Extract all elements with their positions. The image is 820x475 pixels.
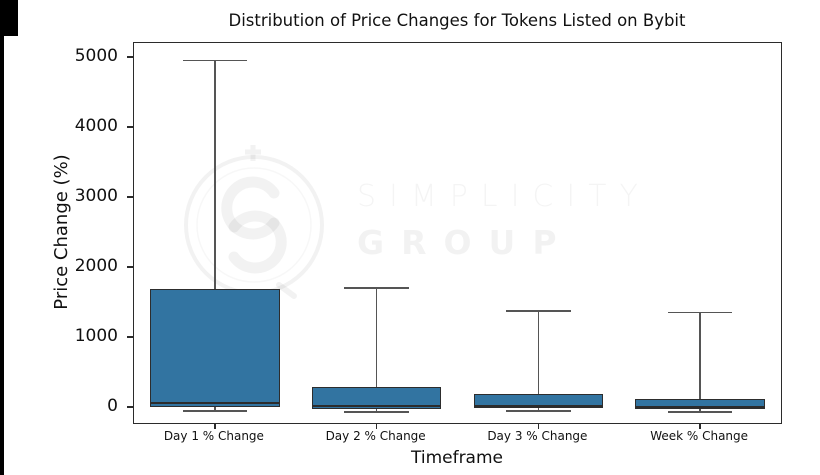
median-line (150, 402, 280, 405)
upper-whisker (375, 287, 378, 388)
lower-whisker-cap (182, 410, 248, 412)
x-tick-label: Day 1 % Change (163, 429, 264, 443)
median-line (311, 404, 442, 407)
simplicity-group-logo (184, 145, 324, 299)
y-tick-mark (127, 406, 133, 408)
x-tick-label: Week % Change (650, 429, 749, 443)
left-letterbox-strip (0, 0, 4, 475)
y-tick-label: 0 (107, 395, 118, 416)
x-tick-label: Day 3 % Change (487, 429, 588, 443)
y-tick-mark (127, 196, 133, 198)
y-tick-label: 3000 (74, 185, 118, 206)
boxplot-box (311, 387, 442, 409)
lower-whisker-cap (506, 410, 571, 412)
lower-whisker-cap (344, 411, 409, 413)
y-tick-label: 5000 (74, 45, 118, 66)
x-axis-label: Timeframe (410, 448, 503, 468)
top-left-letterbox-block (0, 0, 18, 36)
upper-whisker (537, 311, 540, 394)
boxplot-box (635, 398, 765, 409)
boxplot-box (150, 289, 280, 407)
x-tick-mark (375, 423, 378, 429)
upper-whisker-cap (667, 311, 733, 314)
x-tick-mark (214, 423, 216, 429)
median-line (635, 405, 765, 408)
x-tick-mark (699, 423, 701, 429)
upper-whisker (214, 60, 216, 290)
y-tick-mark (127, 266, 133, 268)
x-tick-label: Day 2 % Change (325, 429, 426, 443)
lower-whisker (699, 409, 701, 413)
chart-title: Distribution of Price Changes for Tokens… (228, 11, 686, 30)
y-tick-label: 1000 (74, 325, 118, 346)
median-line (473, 405, 604, 408)
upper-whisker (699, 312, 701, 399)
y-tick-mark (127, 126, 133, 128)
y-tick-mark (127, 56, 133, 58)
lower-whisker (375, 408, 378, 412)
y-tick-label: 4000 (74, 115, 118, 136)
x-tick-mark (537, 423, 540, 429)
boxplot-box (473, 393, 604, 409)
upper-whisker-cap (344, 287, 409, 289)
lower-whisker (214, 406, 216, 412)
plot-area: SIMPLICITY GROUP (127, 42, 782, 429)
upper-whisker-cap (506, 310, 571, 312)
y-tick-label: 2000 (74, 255, 118, 276)
lower-whisker (537, 408, 540, 412)
upper-whisker-cap (182, 59, 248, 62)
lower-whisker-cap (667, 411, 733, 413)
y-tick-mark (127, 336, 133, 338)
watermark-line1: SIMPLICITY (357, 179, 651, 214)
watermark-line2: GROUP (357, 223, 574, 262)
